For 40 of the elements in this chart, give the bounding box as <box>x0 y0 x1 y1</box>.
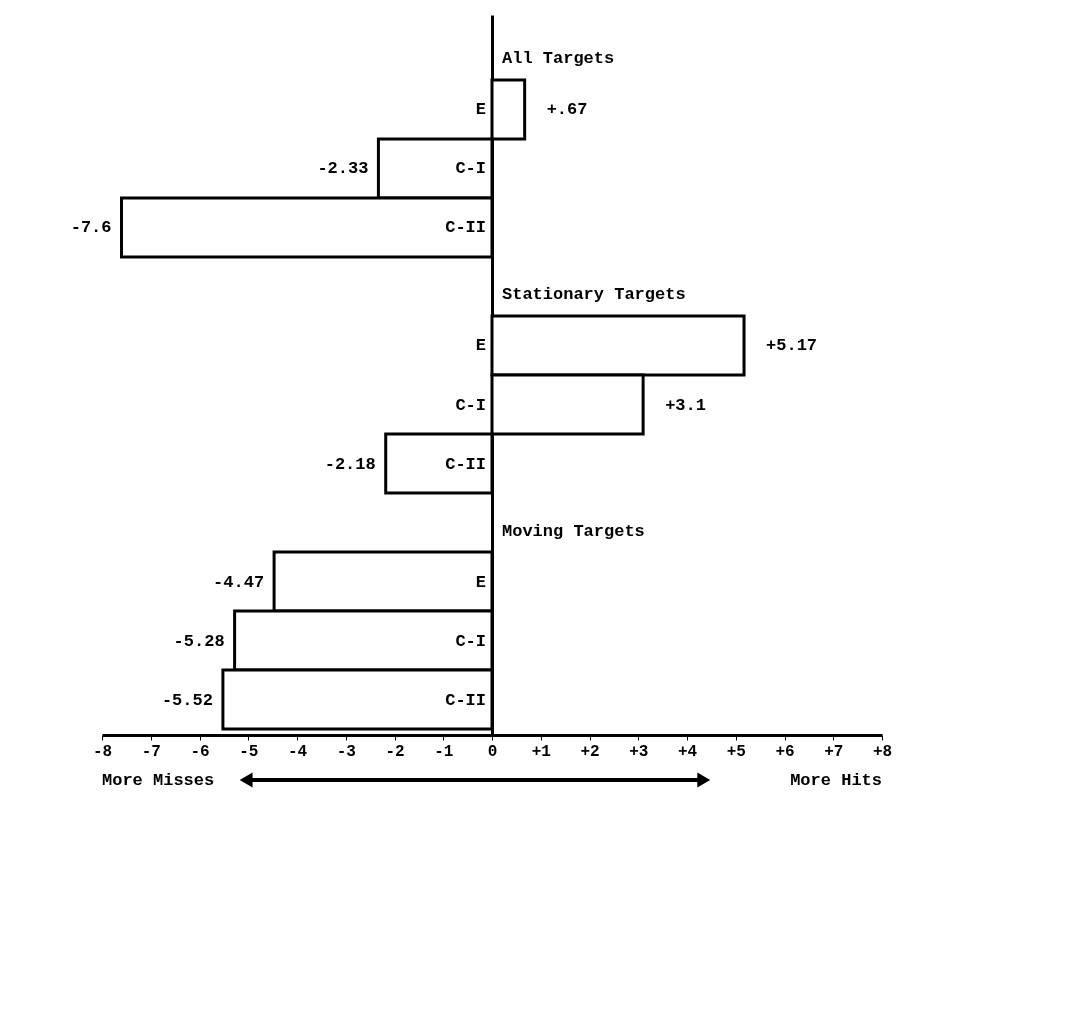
y-tick-label: E <box>475 100 486 120</box>
annotation: Moving Targets <box>502 521 645 541</box>
x-tick-label: -6 <box>190 742 210 761</box>
data-label: +5.17 <box>766 336 818 356</box>
x-tick-label: +4 <box>677 742 698 761</box>
annotation: Stationary Targets <box>502 285 686 305</box>
x-tick-label: +1 <box>531 742 551 761</box>
x-tick-label: +6 <box>775 742 795 761</box>
data-label: -7.6 <box>70 218 112 238</box>
annotation: All Targets <box>502 49 615 69</box>
data-label: -4.47 <box>213 572 265 592</box>
y-tick-label: E <box>475 336 486 356</box>
x-tick-label: +8 <box>872 742 893 761</box>
y-tick-label: C-II <box>445 690 486 710</box>
y-tick-label: C-II <box>445 218 486 238</box>
y-tick-label: C-I <box>455 395 486 415</box>
x-tick-label: -3 <box>336 742 356 761</box>
x-tick-label: +3 <box>629 742 649 761</box>
x-tick-label: 0 <box>487 742 498 761</box>
y-tick-label: E <box>475 572 486 592</box>
x-tick-label: +2 <box>580 742 600 761</box>
data-label: -2.18 <box>324 454 376 474</box>
text: More Hits <box>790 771 882 790</box>
y-tick-label: C-II <box>445 454 486 474</box>
x-tick-label: +5 <box>726 742 746 761</box>
x-tick-label: -4 <box>287 742 308 761</box>
data-label: -2.33 <box>317 159 369 179</box>
text: More Misses <box>102 771 215 790</box>
x-tick-label: -5 <box>239 742 259 761</box>
x-tick-label: +7 <box>824 742 844 761</box>
data-label: -5.28 <box>173 631 225 651</box>
y-tick-label: C-I <box>455 631 486 651</box>
y-tick-label: C-I <box>455 159 486 179</box>
x-tick-label: -1 <box>434 742 454 761</box>
data-label: +3.1 <box>665 395 706 415</box>
data-label: -5.52 <box>161 690 213 710</box>
data-label: +.67 <box>546 100 588 120</box>
x-tick-label: -7 <box>141 742 161 761</box>
x-tick-label: -8 <box>92 742 113 761</box>
x-tick-label: -2 <box>385 742 405 761</box>
